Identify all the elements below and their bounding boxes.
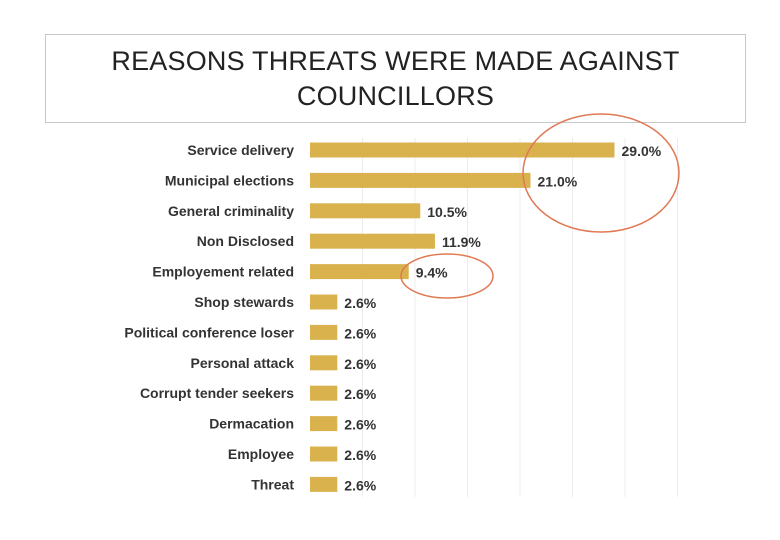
value-label: 2.6% <box>344 477 376 493</box>
bar <box>310 264 409 280</box>
bar <box>310 233 435 249</box>
category-label: Political conference loser <box>124 324 294 340</box>
category-label: General criminality <box>168 203 294 219</box>
category-label: Non Disclosed <box>197 233 294 249</box>
value-label: 2.6% <box>344 386 376 402</box>
chart-title: REASONS THREATS WERE MADE AGAINST COUNCI… <box>111 45 680 111</box>
gridlines <box>362 138 678 497</box>
chart-title-box: REASONS THREATS WERE MADE AGAINST COUNCI… <box>45 34 746 123</box>
category-labels: Service delivery Municipal elections Gener… <box>124 142 294 492</box>
highlight-circle <box>522 113 680 233</box>
bar <box>310 385 338 401</box>
category-label: Shop stewards <box>194 294 294 310</box>
value-label: 2.6% <box>344 356 376 372</box>
value-labels: 29.0% 21.0% 10.5% 11.9% 9.4% 2.6% 2.6% 2.6% 2.6%… <box>344 143 661 493</box>
value-label: 2.6% <box>344 295 376 311</box>
bar <box>310 294 338 310</box>
value-label: 10.5% <box>427 204 467 220</box>
category-label: Personal attack <box>191 355 295 371</box>
value-label: 29.0% <box>622 143 662 159</box>
highlight-circle <box>400 253 494 299</box>
bar <box>310 142 615 158</box>
bar <box>310 324 338 340</box>
category-label: Corrupt tender seekers <box>140 385 294 401</box>
value-label: 2.6% <box>344 447 376 463</box>
value-label: 2.6% <box>344 417 376 433</box>
highlight-circles <box>400 113 680 299</box>
bar <box>310 172 531 188</box>
category-label: Municipal elections <box>165 172 294 188</box>
category-label: Dermacation <box>209 416 294 432</box>
bar <box>310 446 338 462</box>
value-label: 21.0% <box>538 173 578 189</box>
category-label: Employee <box>228 446 294 462</box>
bars <box>310 142 615 492</box>
bar <box>310 203 421 219</box>
value-label: 11.9% <box>442 234 481 250</box>
category-label: Service delivery <box>187 142 294 158</box>
category-label: Threat <box>251 476 294 492</box>
bar <box>310 416 338 432</box>
bar <box>310 355 338 371</box>
category-label: Employement related <box>152 264 294 280</box>
bar <box>310 476 338 492</box>
value-label: 2.6% <box>344 325 376 341</box>
value-label: 9.4% <box>416 265 448 281</box>
